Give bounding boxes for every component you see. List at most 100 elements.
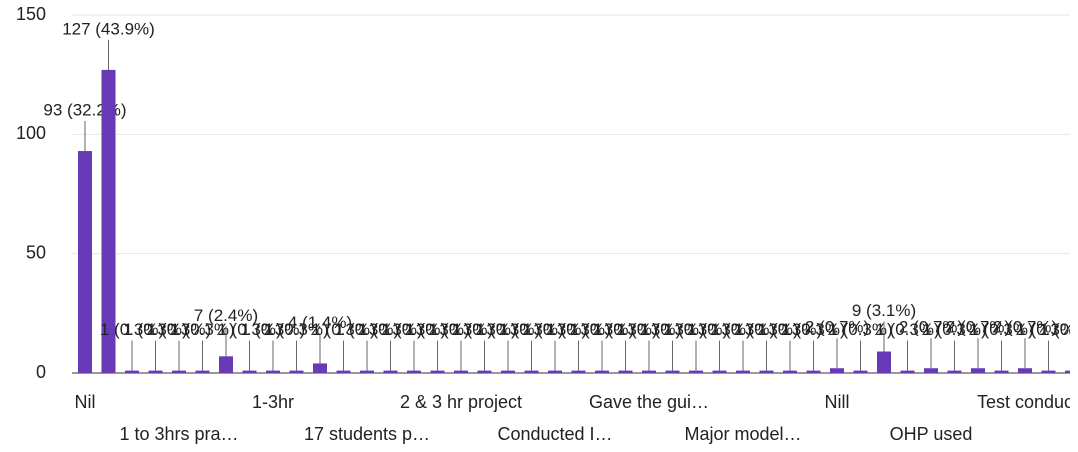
value-label: 2 (0.7%) — [805, 318, 869, 337]
value-label: 1 (0.3%) — [922, 320, 986, 339]
value-label: 1 (0.3%) — [687, 320, 751, 339]
bar — [78, 151, 92, 373]
value-label: 1 (0.3%) — [123, 320, 187, 339]
bar — [501, 370, 515, 373]
value-label: 1 (0.3%) — [147, 320, 211, 339]
x-tick-label: Nill — [825, 392, 850, 412]
bar — [125, 370, 139, 373]
x-tick-label: Test conduc — [977, 392, 1073, 412]
x-tick-label: Nil — [75, 392, 96, 412]
bar — [900, 370, 915, 373]
value-label: 1 (0.3%) — [358, 320, 422, 339]
x-tick-label: 17 students p… — [304, 424, 430, 444]
value-label: 1 (0.3%) — [875, 320, 939, 339]
bar — [430, 370, 445, 373]
value-label: 1 (0.3%) — [382, 320, 446, 339]
x-tick-label: Major model… — [684, 424, 801, 444]
value-label: 1 (0.3%) — [593, 320, 657, 339]
value-label: 1 (0.3%) — [570, 320, 634, 339]
value-label: 1 (0.3%) — [264, 320, 328, 339]
bar — [1041, 370, 1056, 373]
x-tick-label: 1 to 3hrs pra… — [119, 424, 238, 444]
x-tick-label: Gave the gui… — [589, 392, 709, 412]
bar — [806, 370, 821, 373]
bar — [924, 368, 938, 373]
value-label: 1 (0.3%) — [170, 320, 234, 339]
x-tick-label: OHP used — [890, 424, 973, 444]
value-label: 1 (0.3%) — [758, 320, 822, 339]
value-label: 1 (0.3%) — [429, 320, 493, 339]
value-label: 1 (0.3%) — [100, 320, 164, 339]
bar — [313, 363, 327, 373]
value-label: 1 (0.3%) — [476, 320, 540, 339]
y-tick-label: 100 — [16, 123, 46, 143]
bar — [266, 370, 280, 373]
value-label: 1 (0.3%) — [711, 320, 775, 339]
bar — [830, 368, 844, 373]
bar — [360, 370, 374, 373]
y-tick-label: 0 — [36, 362, 46, 382]
bar — [289, 370, 304, 373]
value-label: 2 (0.7%) — [946, 318, 1010, 337]
value-label: 1 (0.3%) — [217, 320, 281, 339]
x-tick-label: Conducted I… — [497, 424, 612, 444]
bar — [524, 370, 539, 373]
x-tick-label: 2 & 3 hr project — [400, 392, 522, 412]
bar — [148, 370, 163, 373]
bar — [477, 370, 492, 373]
value-label: 1 (0.3%) — [617, 320, 681, 339]
value-label: 1 (0.3%) — [499, 320, 563, 339]
bar — [1065, 370, 1070, 373]
value-label: 1 (0.3%) — [828, 320, 892, 339]
bar — [618, 370, 633, 373]
value-label: 1 (0.3%) — [969, 320, 1033, 339]
bar — [971, 368, 985, 373]
bar — [172, 370, 186, 373]
bar — [947, 370, 962, 373]
bar — [736, 370, 750, 373]
value-label: 1 (0.3%) — [405, 320, 469, 339]
bar — [595, 370, 609, 373]
bar — [783, 370, 797, 373]
bar — [1018, 368, 1032, 373]
value-label: 1 (0.3%) — [546, 320, 610, 339]
value-label: 2 (0.7%) — [993, 318, 1057, 337]
bar — [101, 69, 116, 373]
value-label: 1 (0.3%) — [1040, 320, 1078, 339]
bar — [853, 370, 868, 373]
bar — [877, 351, 891, 373]
bar — [689, 370, 703, 373]
bar — [642, 370, 656, 373]
value-label: 127 (43.9%) — [62, 19, 155, 38]
bar — [242, 370, 257, 373]
bar — [195, 370, 210, 373]
bar — [665, 370, 680, 373]
value-label: 1 (0.3%) — [241, 320, 305, 339]
value-label: 1 (0.3%) — [311, 320, 375, 339]
value-label: 1 (0.3%) — [523, 320, 587, 339]
y-tick-label: 50 — [26, 242, 46, 262]
value-label: 1 (0.3%) — [734, 320, 798, 339]
value-label: 1 (0.3%) — [1016, 320, 1078, 339]
bar — [219, 356, 233, 373]
bar — [548, 370, 562, 373]
bar — [454, 370, 468, 373]
value-label: 1 (0.3%) — [335, 320, 399, 339]
value-label: 7 (2.4%) — [194, 306, 258, 325]
bar — [407, 370, 421, 373]
bar — [994, 370, 1009, 373]
bar — [571, 370, 586, 373]
value-label: 9 (3.1%) — [852, 301, 916, 320]
bar — [712, 370, 727, 373]
bar — [336, 370, 351, 373]
bar — [383, 370, 398, 373]
value-label: 1 (0.3%) — [452, 320, 516, 339]
y-tick-label: 150 — [16, 4, 46, 24]
value-label: 2 (0.7%) — [899, 318, 963, 337]
value-label: 1 (0.3%) — [664, 320, 728, 339]
value-label: 1 (0.3%) — [781, 320, 845, 339]
value-label: 4 (1.4%) — [288, 313, 352, 332]
value-label: 1 (0.3%) — [640, 320, 704, 339]
